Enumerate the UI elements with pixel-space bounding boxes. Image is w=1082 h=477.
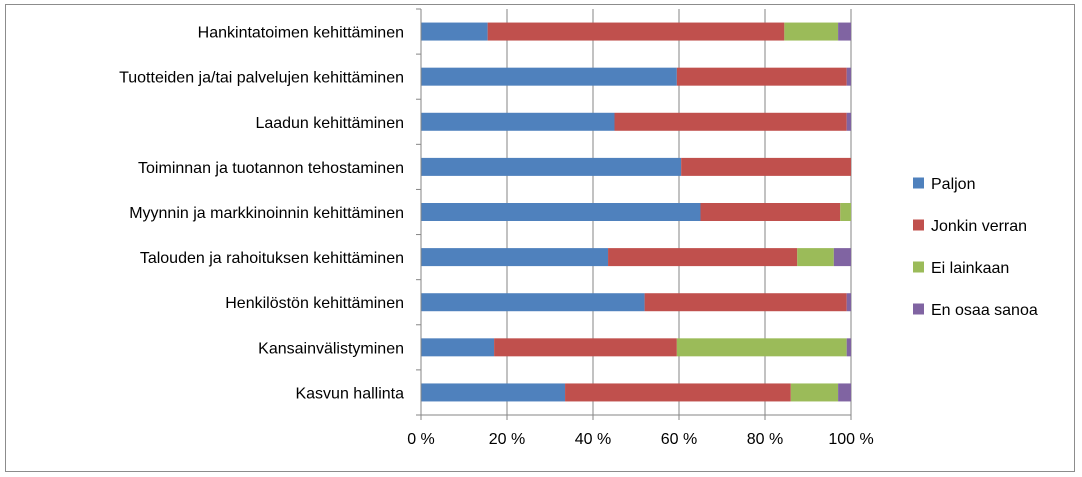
category-label: Tuotteiden ja/tai palvelujen kehittämine… bbox=[119, 70, 404, 87]
bar-segment bbox=[797, 248, 834, 267]
legend-swatch bbox=[913, 261, 924, 273]
legend-label: En osaa sanoa bbox=[931, 302, 1038, 319]
legend-label: Ei lainkaan bbox=[931, 260, 1009, 277]
x-tick-label: 20 % bbox=[489, 431, 525, 448]
bar-segment bbox=[421, 383, 566, 402]
bar-segment bbox=[846, 112, 851, 131]
bar-segment bbox=[421, 67, 677, 86]
bar-segment bbox=[846, 338, 851, 357]
bar-segment bbox=[421, 22, 488, 41]
bar-segment bbox=[676, 67, 847, 86]
bar-segment bbox=[421, 203, 701, 221]
bar-segment bbox=[487, 22, 785, 41]
chart-frame: Hankintatoimen kehittäminen Tuotteiden ja… bbox=[5, 4, 1075, 472]
bar-segment bbox=[421, 338, 495, 357]
x-tick-label: 80 % bbox=[747, 431, 783, 448]
category-labels: Hankintatoimen kehittäminen Tuotteiden ja… bbox=[119, 25, 404, 403]
category-label: Talouden ja rahoituksen kehittäminen bbox=[140, 250, 404, 267]
legend-swatch bbox=[913, 177, 924, 189]
bar-segment bbox=[833, 248, 851, 267]
bar-segment bbox=[681, 157, 851, 176]
x-tick-label: 0 % bbox=[407, 431, 435, 448]
category-label: Hankintatoimen kehittäminen bbox=[198, 25, 404, 42]
bar-segment bbox=[676, 338, 847, 357]
bar-segment bbox=[700, 203, 841, 221]
x-tick-label: 100 % bbox=[828, 431, 873, 448]
legend-swatch bbox=[913, 219, 924, 231]
bar-segment bbox=[846, 293, 851, 312]
bar-segment bbox=[846, 67, 851, 86]
bar-segment bbox=[790, 383, 839, 402]
bar-segment bbox=[421, 293, 645, 312]
bar-segment bbox=[838, 22, 851, 41]
bar-segment bbox=[614, 112, 847, 131]
bar-segment bbox=[421, 157, 682, 176]
bar-segment bbox=[421, 112, 615, 131]
bar-segment bbox=[608, 248, 798, 267]
bars bbox=[421, 22, 851, 402]
bar-segment bbox=[840, 203, 851, 221]
x-tick-label: 40 % bbox=[575, 431, 611, 448]
x-tick-labels: 0 % 20 % 40 % 60 % 80 % 100 % bbox=[407, 431, 873, 448]
stacked-bar-chart: Hankintatoimen kehittäminen Tuotteiden ja… bbox=[119, 8, 1038, 448]
bar-segment bbox=[421, 248, 609, 267]
category-label: Toiminnan ja tuotannon tehostaminen bbox=[138, 160, 404, 177]
bar-segment bbox=[838, 383, 851, 402]
bar-segment bbox=[644, 293, 847, 312]
category-label: Kasvun hallinta bbox=[295, 385, 404, 402]
bar-segment bbox=[784, 22, 839, 41]
category-label: Myynnin ja markkinoinnin kehittäminen bbox=[129, 205, 404, 222]
legend: Paljon Jonkin verran Ei lainkaan En osaa sa… bbox=[913, 176, 1038, 319]
axes bbox=[416, 8, 852, 420]
category-label: Laadun kehittäminen bbox=[255, 115, 404, 132]
legend-label: Jonkin verran bbox=[931, 218, 1027, 235]
legend-label: Paljon bbox=[931, 176, 975, 193]
legend-swatch bbox=[913, 303, 924, 315]
category-label: Kansainvälistyminen bbox=[258, 340, 404, 357]
category-label: Henkilöstön kehittäminen bbox=[225, 295, 404, 312]
bar-segment bbox=[565, 383, 791, 402]
x-tick-label: 60 % bbox=[661, 431, 697, 448]
bar-segment bbox=[494, 338, 677, 357]
